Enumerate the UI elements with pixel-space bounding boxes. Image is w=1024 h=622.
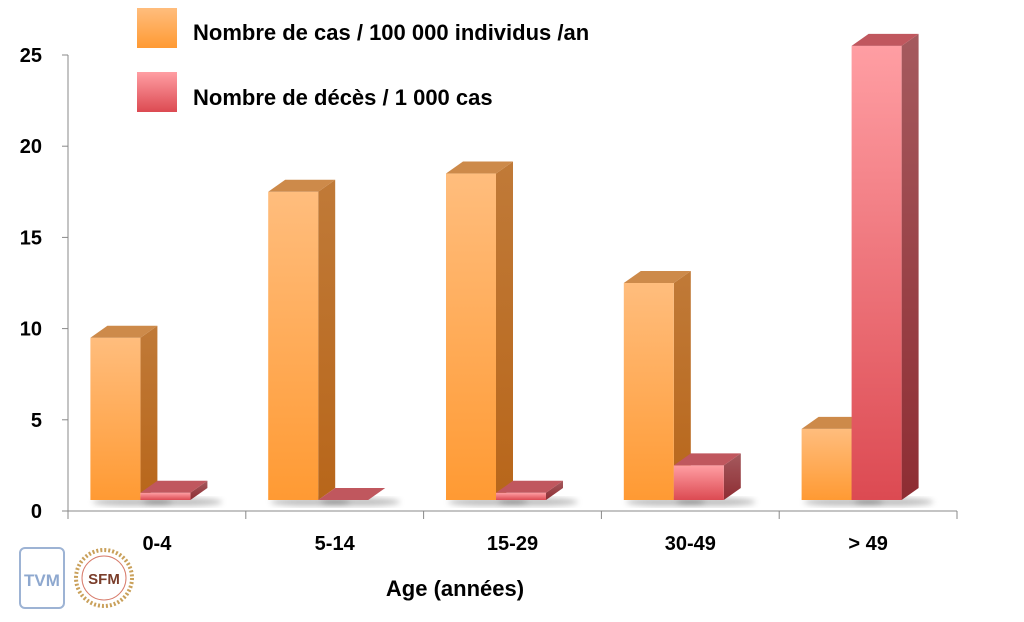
- y-tick-label-1: 5: [31, 410, 42, 432]
- bar-front: [90, 337, 141, 500]
- bar-cases-0: [90, 325, 173, 506]
- bar-side: [496, 161, 513, 500]
- bar-top: [623, 271, 691, 283]
- bar-side: [140, 325, 158, 500]
- x-axis-label: Age (années): [386, 576, 524, 601]
- bar-top: [90, 325, 158, 338]
- bars: [90, 33, 934, 506]
- bar-front: [140, 492, 191, 500]
- bar-front: [268, 191, 319, 501]
- y-tick-label-4: 20: [20, 136, 42, 158]
- x-tick-label-2: 15-29: [487, 533, 538, 555]
- x-tick-label-1: 5-14: [315, 533, 356, 555]
- bar-top: [318, 488, 386, 500]
- y-tick-label-2: 10: [20, 319, 42, 341]
- bar-front: [801, 428, 852, 500]
- x-tick-label-4: > 49: [848, 533, 887, 555]
- bar-front: [623, 283, 674, 500]
- sfm-logo: SFM: [74, 548, 134, 608]
- y-ticks: 0 5 10 15 20 25: [20, 45, 68, 523]
- bar-side: [318, 179, 336, 501]
- bar-cases-3: [623, 271, 706, 506]
- x-tick-label-0: 0-4: [142, 533, 172, 555]
- legend-swatch-deaths: [137, 72, 177, 112]
- bar-deaths-1: [318, 488, 401, 506]
- x-ticks: 0-4 5-14 15-29 30-49 > 49: [67, 511, 958, 555]
- tvm-logo-text: TVM: [24, 571, 60, 590]
- legend-label-deaths: Nombre de décès / 1 000 cas: [193, 85, 493, 110]
- legend-swatch-cases: [137, 8, 177, 48]
- bar-top: [496, 480, 563, 493]
- bar-top: [673, 453, 741, 466]
- legend-item-deaths: Nombre de décès / 1 000 cas: [137, 72, 493, 112]
- bar-front: [496, 492, 546, 500]
- sfm-logo-text: SFM: [88, 571, 120, 588]
- legend: Nombre de cas / 100 000 individus /an No…: [137, 8, 589, 112]
- tvm-logo: TVM: [19, 547, 65, 609]
- bar-deaths-4: [851, 33, 934, 506]
- y-tick-label-5: 25: [20, 45, 42, 67]
- bar-side: [723, 453, 741, 500]
- legend-label-cases: Nombre de cas / 100 000 individus /an: [193, 20, 589, 45]
- bar-front: [851, 45, 902, 500]
- bar-cases-1: [268, 179, 351, 506]
- bar-front: [673, 465, 724, 500]
- bar-side: [190, 480, 208, 500]
- bar-deaths-0: [140, 480, 223, 506]
- bar-side: [673, 271, 691, 500]
- y-tick-label-0: 0: [31, 501, 42, 523]
- bar-top: [851, 33, 919, 46]
- bar-side: [546, 480, 563, 500]
- bar-side: [901, 33, 919, 500]
- bar-top: [268, 179, 336, 192]
- legend-item-cases: Nombre de cas / 100 000 individus /an: [137, 8, 589, 48]
- x-tick-label-3: 30-49: [665, 533, 716, 555]
- y-tick-label-3: 15: [20, 227, 42, 249]
- bar-front: [446, 173, 496, 500]
- bar-cases-2: [446, 161, 528, 506]
- bar-deaths-3: [673, 453, 756, 506]
- bar-deaths-2: [496, 480, 578, 506]
- bar-top: [446, 161, 513, 174]
- bar-top: [140, 480, 208, 493]
